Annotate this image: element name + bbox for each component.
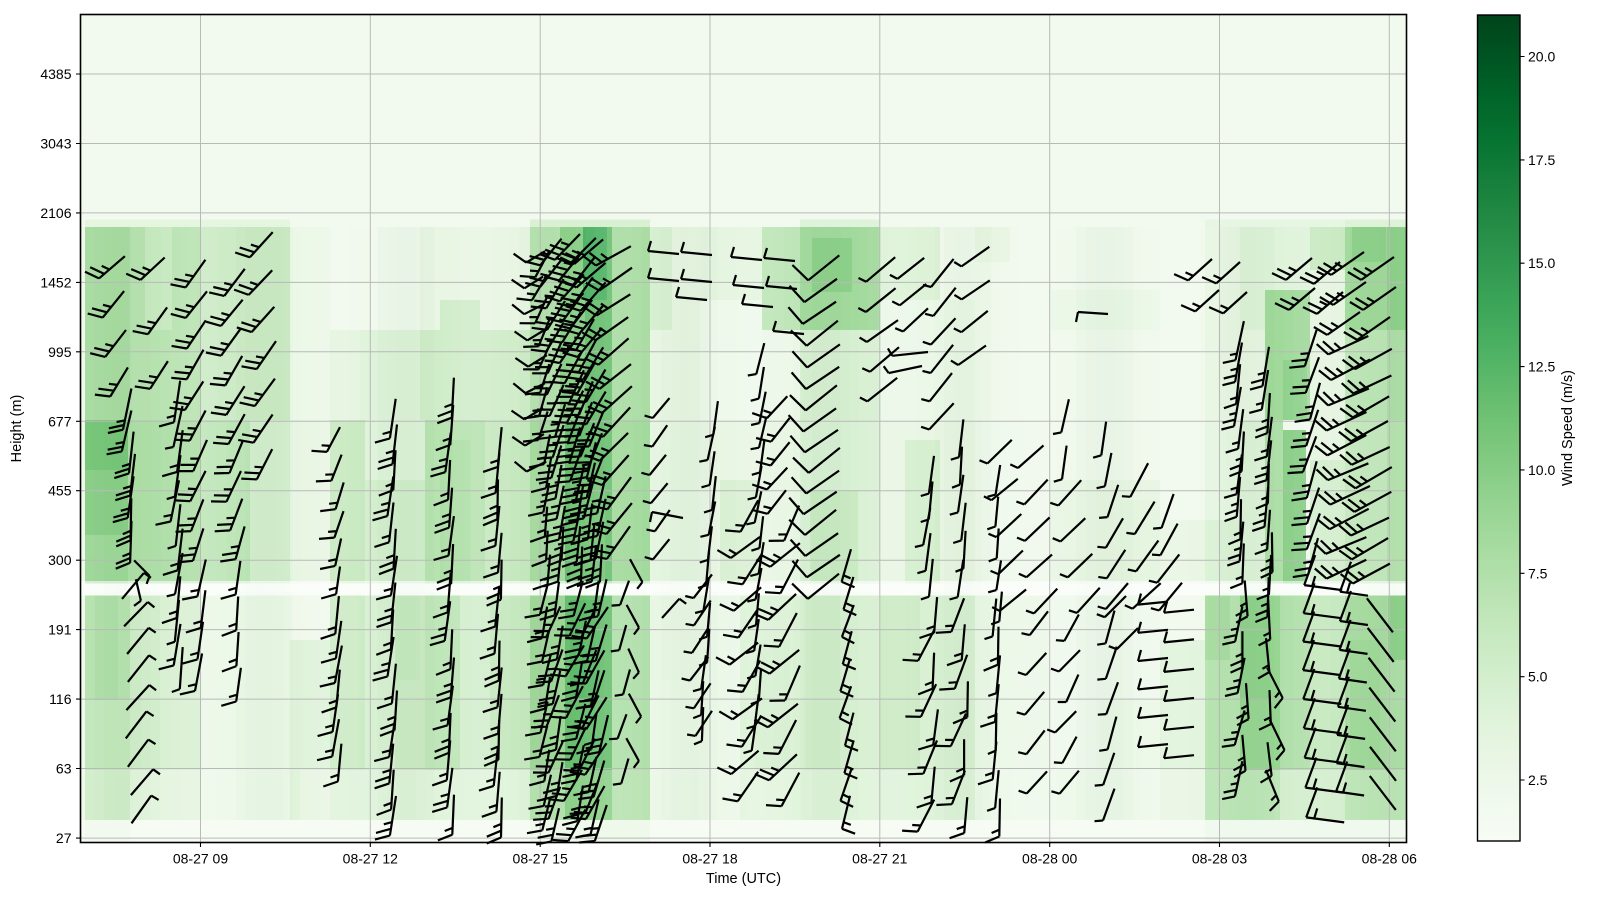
svg-text:63: 63 bbox=[56, 761, 72, 777]
svg-text:27: 27 bbox=[56, 830, 72, 846]
svg-text:3043: 3043 bbox=[40, 136, 71, 152]
svg-text:116: 116 bbox=[49, 691, 72, 707]
svg-text:10.0: 10.0 bbox=[1528, 462, 1555, 478]
svg-text:Height (m): Height (m) bbox=[9, 395, 25, 463]
svg-text:1452: 1452 bbox=[40, 274, 71, 290]
svg-text:191: 191 bbox=[48, 622, 72, 638]
svg-text:08-27 09: 08-27 09 bbox=[173, 851, 228, 867]
svg-text:20.0: 20.0 bbox=[1528, 49, 1555, 65]
svg-text:08-28 06: 08-28 06 bbox=[1362, 851, 1417, 867]
svg-text:08-27 21: 08-27 21 bbox=[852, 851, 907, 867]
svg-text:7.5: 7.5 bbox=[1528, 565, 1548, 581]
svg-text:15.0: 15.0 bbox=[1528, 255, 1555, 271]
svg-text:17.5: 17.5 bbox=[1528, 152, 1555, 168]
svg-text:2106: 2106 bbox=[40, 205, 71, 221]
svg-text:4385: 4385 bbox=[40, 66, 71, 82]
svg-text:08-27 18: 08-27 18 bbox=[682, 851, 737, 867]
svg-text:995: 995 bbox=[48, 344, 72, 360]
svg-text:5.0: 5.0 bbox=[1528, 669, 1548, 685]
svg-text:08-27 15: 08-27 15 bbox=[513, 851, 568, 867]
svg-text:08-28 00: 08-28 00 bbox=[1022, 851, 1077, 867]
svg-text:455: 455 bbox=[48, 483, 72, 499]
svg-text:300: 300 bbox=[48, 552, 72, 568]
svg-text:Wind Speed (m/s): Wind Speed (m/s) bbox=[1560, 370, 1576, 486]
svg-text:08-27 12: 08-27 12 bbox=[343, 851, 398, 867]
svg-text:Time (UTC): Time (UTC) bbox=[706, 871, 781, 887]
svg-text:2.5: 2.5 bbox=[1528, 772, 1548, 788]
svg-text:677: 677 bbox=[48, 413, 72, 429]
svg-text:08-28 03: 08-28 03 bbox=[1192, 851, 1247, 867]
svg-text:12.5: 12.5 bbox=[1528, 359, 1555, 375]
